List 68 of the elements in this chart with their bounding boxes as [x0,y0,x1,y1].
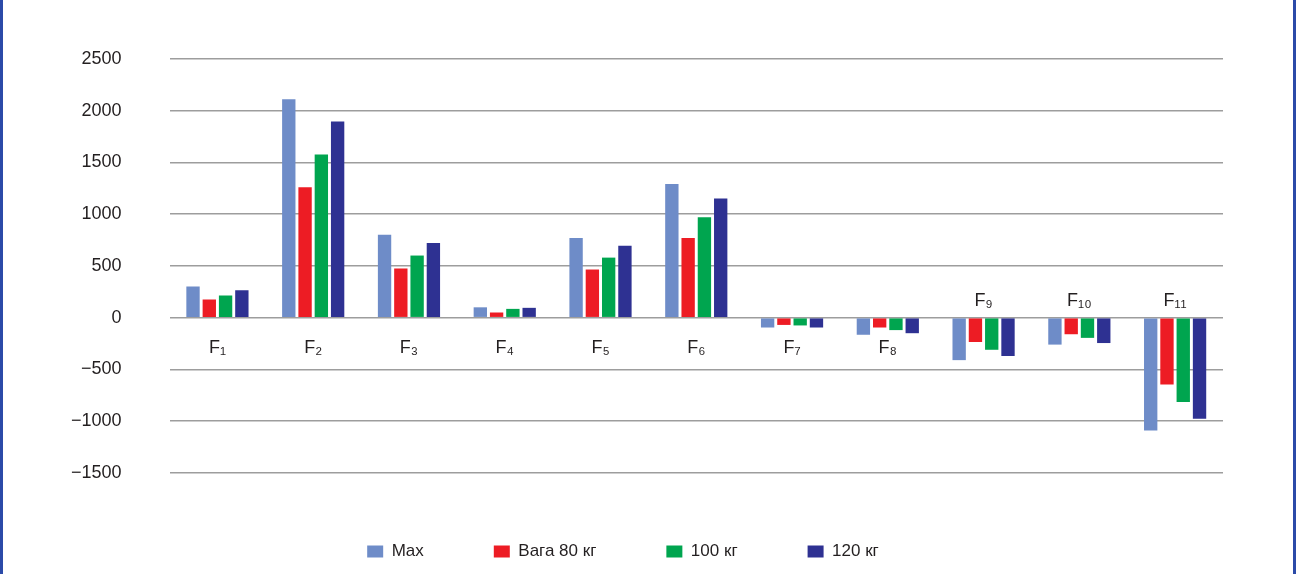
y-tick-label: −1500 [70,461,122,482]
bar [1192,318,1207,419]
bar [889,318,903,331]
bar [1097,318,1111,344]
bar [394,268,408,317]
bar [665,184,679,317]
bar [235,290,249,317]
bar [714,198,728,317]
legend-label: 100 кг [690,541,738,561]
bar [601,257,616,317]
legend-label: Max [391,541,425,561]
bar [1176,318,1190,403]
bar [377,234,392,317]
x-tick-label: F₁₀ [1067,289,1092,310]
bar [410,255,424,317]
legend-label: Вага 80 кг [518,541,597,561]
bar [585,269,600,317]
bar [569,237,583,317]
bar [218,295,233,317]
bar [760,318,775,328]
bar [618,245,632,317]
bar [506,308,520,317]
bar [1048,318,1062,345]
bar [952,318,966,361]
x-tick-label: F₇ [783,336,801,357]
bar [1160,318,1174,385]
x-tick-label: F₈ [878,336,898,357]
x-tick-label: F₁₁ [1163,289,1187,310]
bar [330,121,345,317]
x-tick-label: F₅ [591,336,610,357]
bar [793,318,807,326]
bar [489,312,504,317]
bar [856,318,871,335]
bar [1144,318,1158,431]
bar [905,318,919,334]
x-tick-label: F₂ [304,336,323,357]
bar [202,299,216,317]
bar [968,318,983,343]
y-tick-label: −500 [81,358,122,379]
y-tick-label: 1000 [81,203,122,224]
y-tick-label: 500 [91,254,122,275]
y-tick-label: 1500 [81,151,122,172]
bar [426,243,441,317]
bar [777,318,791,325]
y-tick-label: 2500 [81,47,122,68]
bar [314,154,329,317]
x-tick-label: F₄ [495,336,514,357]
x-tick-label: F₃ [399,336,419,357]
bar [681,237,695,317]
y-tick-label: 2000 [81,99,122,120]
x-tick-label: F₉ [974,289,993,310]
bar [1064,318,1078,335]
legend-label: 120 кг [832,541,879,561]
bar [697,217,712,317]
bar [473,307,487,317]
bar [809,318,824,328]
bar [186,286,200,317]
bar [1001,318,1015,356]
x-tick-label: F₆ [687,336,706,357]
bar [298,187,312,317]
bar [985,318,999,350]
bar [282,99,296,317]
bar [873,318,887,328]
y-tick-label: 0 [111,306,122,327]
y-tick-label: −1000 [70,410,122,431]
bar [1080,318,1095,338]
x-tick-label: F₁ [208,336,226,357]
bar [522,307,536,317]
